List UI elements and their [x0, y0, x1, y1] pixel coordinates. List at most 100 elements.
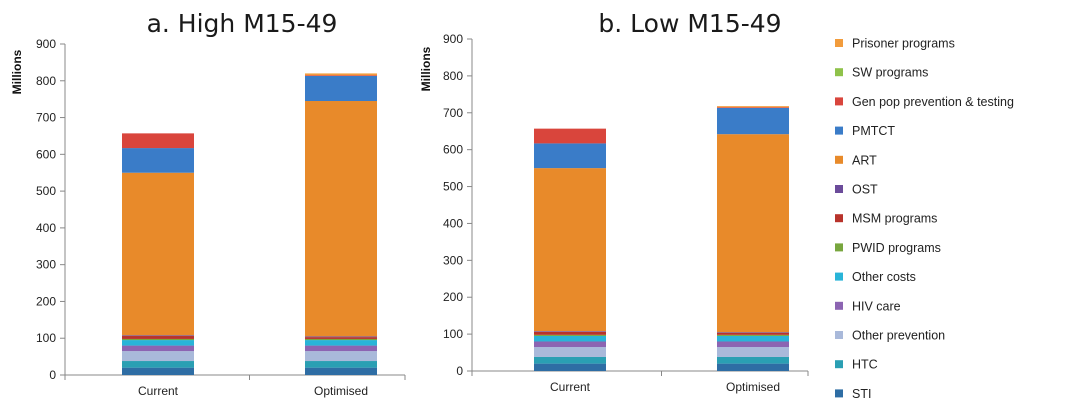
legend-swatch-art [835, 155, 843, 164]
legend-label: Gen pop prevention & testing [852, 95, 1014, 109]
bar-segment-pwid-programs [305, 338, 377, 341]
bar-segment-pmtct [534, 143, 606, 169]
legend-label: MSM programs [852, 212, 937, 226]
bar-segment-gen-pop-prevention-and-testing [305, 75, 377, 76]
bar-segment-art [305, 101, 377, 337]
chart-panel-b: b. Low M15-49 Millions 0 100 200 300 400 500 6… [419, 9, 809, 394]
bar-segment-sti [122, 367, 194, 375]
bar-segment-sti [717, 363, 789, 371]
y-axis-label-b: Millions [419, 46, 433, 91]
y-tick-label: 100 [36, 331, 56, 345]
bar-segment-other-prevention [122, 351, 194, 362]
legend-label: Other costs [852, 270, 916, 284]
bar-segment-prisoner-programs [305, 73, 377, 76]
y-tick-label: 300 [36, 258, 56, 272]
y-tick-label: 400 [443, 216, 463, 230]
y-tick-label: 500 [36, 184, 56, 198]
bar-segment-hiv-care [305, 345, 377, 352]
y-tick-label: 0 [49, 368, 56, 382]
bar-segment-art [122, 172, 194, 336]
legend-swatch-sw-programs [835, 68, 843, 77]
bar-segment-ost [122, 335, 194, 337]
bar-segment-sti [534, 363, 606, 371]
bar-segment-other-costs [717, 335, 789, 342]
bar-segment-art [717, 134, 789, 333]
bar-segment-msm-programs [534, 331, 606, 335]
y-tick-label: 600 [443, 143, 463, 157]
bar-segment-ost [305, 336, 377, 338]
bar-segment-pwid-programs [122, 338, 194, 341]
bar-segment-hiv-care [122, 345, 194, 352]
bar-segment-prisoner-programs [717, 106, 789, 108]
y-tick-label: 400 [36, 221, 56, 235]
legend-label: PMTCT [852, 124, 895, 138]
legend-label: PWID programs [852, 241, 941, 255]
x-tick-label: Current [550, 380, 591, 394]
legend-swatch-other-costs [835, 272, 843, 281]
bar-segment-hiv-care [717, 341, 789, 348]
chart-title-b: b. Low M15-49 [598, 9, 781, 38]
bar-segment-htc [305, 361, 377, 368]
bar-segment-ost [717, 332, 789, 334]
x-tick-label: Current [138, 384, 179, 398]
legend-swatch-gen-pop-prevention-and-testing [835, 97, 843, 106]
legend-label: HIV care [852, 299, 901, 313]
bar-segment-gen-pop-prevention-and-testing [534, 128, 606, 144]
bar-segment-other-costs [122, 340, 194, 346]
legend-swatch-prisoner-programs [835, 39, 843, 47]
bar-segment-pwid-programs [717, 334, 789, 336]
legend-swatch-other-prevention [835, 331, 843, 339]
x-tick-label: Optimised [726, 380, 780, 394]
y-tick-label: 900 [443, 32, 463, 46]
y-axis-label-a: Millions [10, 49, 24, 94]
legend-swatch-pwid-programs [835, 243, 843, 252]
bar-segment-pmtct [122, 148, 194, 173]
legend-swatch-htc [835, 360, 843, 369]
legend-swatch-hiv-care [835, 301, 843, 310]
bar-segment-htc [717, 356, 789, 364]
legend-swatch-sti [835, 389, 843, 398]
legend-label: Other prevention [852, 329, 945, 343]
legend: Prisoner programs SW programs Gen pop prev… [835, 37, 1014, 401]
bar-segment-pwid-programs [534, 334, 606, 336]
bar-segment-msm-programs [122, 336, 194, 339]
legend-label: SW programs [852, 66, 928, 80]
bar-segment-other-prevention [717, 347, 789, 357]
bar-segment-sti [305, 367, 377, 375]
bar-segment-hiv-care [534, 341, 606, 348]
y-tick-label: 600 [36, 147, 56, 161]
bar-segment-pmtct [305, 75, 377, 102]
y-tick-label: 900 [36, 37, 56, 51]
bar-segment-other-costs [534, 335, 606, 342]
y-tick-label: 700 [443, 106, 463, 120]
bar-segment-htc [534, 356, 606, 364]
bar-segment-htc [122, 361, 194, 368]
bar-segment-gen-pop-prevention-and-testing [717, 107, 789, 108]
bar-segment-other-costs [305, 340, 377, 346]
x-tick-label: Optimised [314, 384, 368, 398]
bar-segment-msm-programs [717, 333, 789, 335]
legend-label: STI [852, 387, 871, 401]
legend-label: ART [852, 153, 877, 167]
bar-segment-gen-pop-prevention-and-testing [122, 133, 194, 149]
bar-segment-msm-programs [305, 337, 377, 339]
y-tick-label: 0 [456, 364, 463, 378]
y-tick-label: 200 [36, 294, 56, 308]
legend-swatch-msm-programs [835, 214, 843, 223]
y-tick-label: 300 [443, 253, 463, 267]
y-tick-label: 100 [443, 327, 463, 341]
chart-panel-a: a. High M15-49 Millions 0 100 200 300 400 500… [10, 9, 406, 398]
legend-swatch-pmtct [835, 126, 843, 135]
bar-segment-ost [534, 331, 606, 332]
y-tick-label: 500 [443, 180, 463, 194]
legend-label: OST [852, 183, 878, 197]
chart-title-a: a. High M15-49 [147, 9, 338, 38]
y-tick-label: 800 [36, 74, 56, 88]
legend-swatch-ost [835, 185, 843, 193]
legend-label: HTC [852, 358, 878, 372]
bar-segment-other-prevention [534, 347, 606, 357]
bar-segment-art [534, 168, 606, 332]
y-tick-label: 700 [36, 111, 56, 125]
y-tick-label: 200 [443, 290, 463, 304]
